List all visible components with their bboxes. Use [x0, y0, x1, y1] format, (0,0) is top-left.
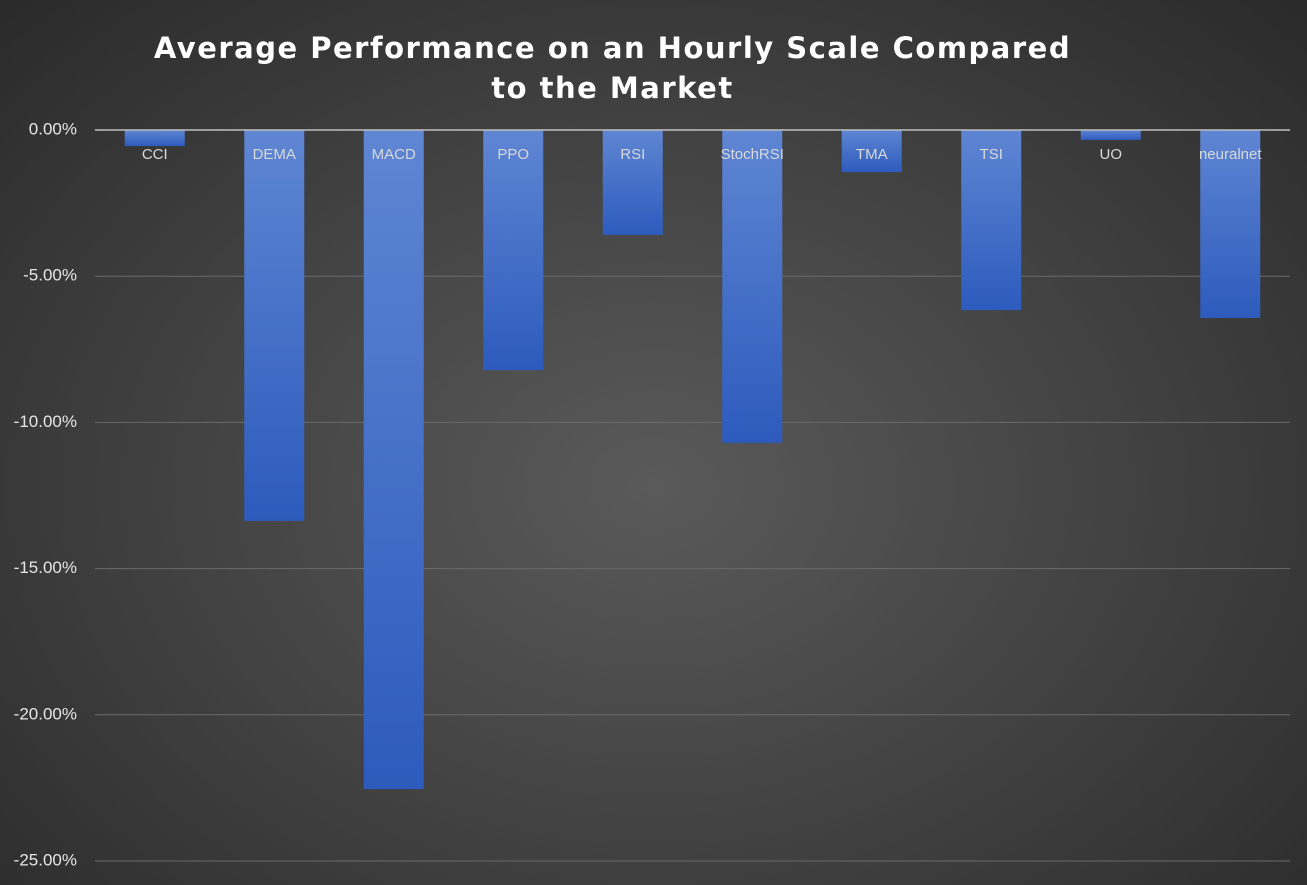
bar — [244, 130, 305, 521]
x-tick-label: MACD — [372, 146, 416, 163]
bar — [602, 130, 663, 235]
bar — [124, 130, 185, 147]
x-tick-label: CCI — [142, 146, 168, 163]
x-tick-label: DEMA — [253, 146, 296, 163]
x-tick-label: TSI — [980, 146, 1003, 163]
y-tick-label: 0.00% — [29, 119, 77, 138]
y-tick-label: -15.00% — [14, 558, 77, 577]
y-tick-label: -20.00% — [14, 704, 77, 723]
x-tick-label: RSI — [620, 146, 645, 163]
bar — [363, 130, 424, 790]
bar — [961, 130, 1022, 311]
y-tick-label: -10.00% — [14, 412, 77, 431]
bar — [1200, 130, 1261, 319]
bar — [841, 130, 902, 173]
bar — [1080, 130, 1141, 140]
bar — [722, 130, 783, 443]
x-tick-label: TMA — [856, 146, 888, 163]
chart-title: Average Performance on an Hourly Scale C… — [153, 31, 1072, 105]
y-tick-label: -25.00% — [14, 850, 77, 869]
x-tick-label: PPO — [497, 146, 529, 163]
x-tick-label: neuralnet — [1199, 146, 1262, 163]
y-tick-label: -5.00% — [23, 266, 77, 285]
x-tick-label: StochRSI — [721, 146, 784, 163]
bar — [483, 130, 544, 371]
x-tick-label: UO — [1100, 146, 1123, 163]
